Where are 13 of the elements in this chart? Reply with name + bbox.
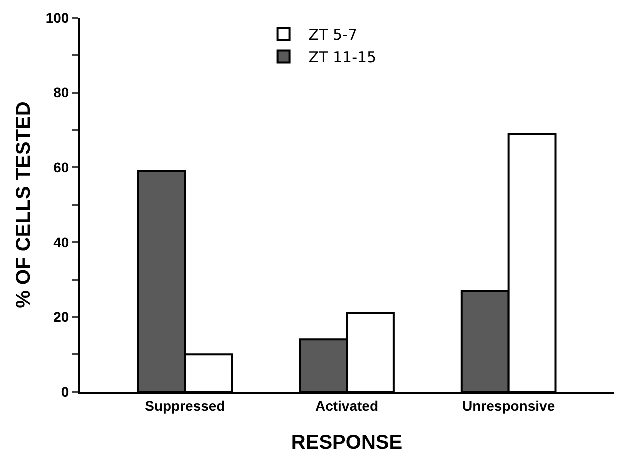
y-tick-label: 100 [46,10,70,26]
x-axis-title: RESPONSE [291,432,403,454]
y-tick-label: 0 [61,384,70,400]
x-tick-label: Activated [315,398,379,414]
legend-label: ZT 5-7 [308,26,358,44]
y-tick-label: 20 [54,309,70,326]
y-tick-label: 60 [54,160,70,176]
x-tick-label: Unresponsive [462,398,556,414]
y-tick-label: 80 [54,84,70,101]
y-axis-title: % OF CELLS TESTED [12,102,35,308]
y-tick-label: 40 [54,234,70,250]
x-tick-label: Suppressed [145,398,226,414]
legend-label: ZT 11-15 [308,48,377,67]
